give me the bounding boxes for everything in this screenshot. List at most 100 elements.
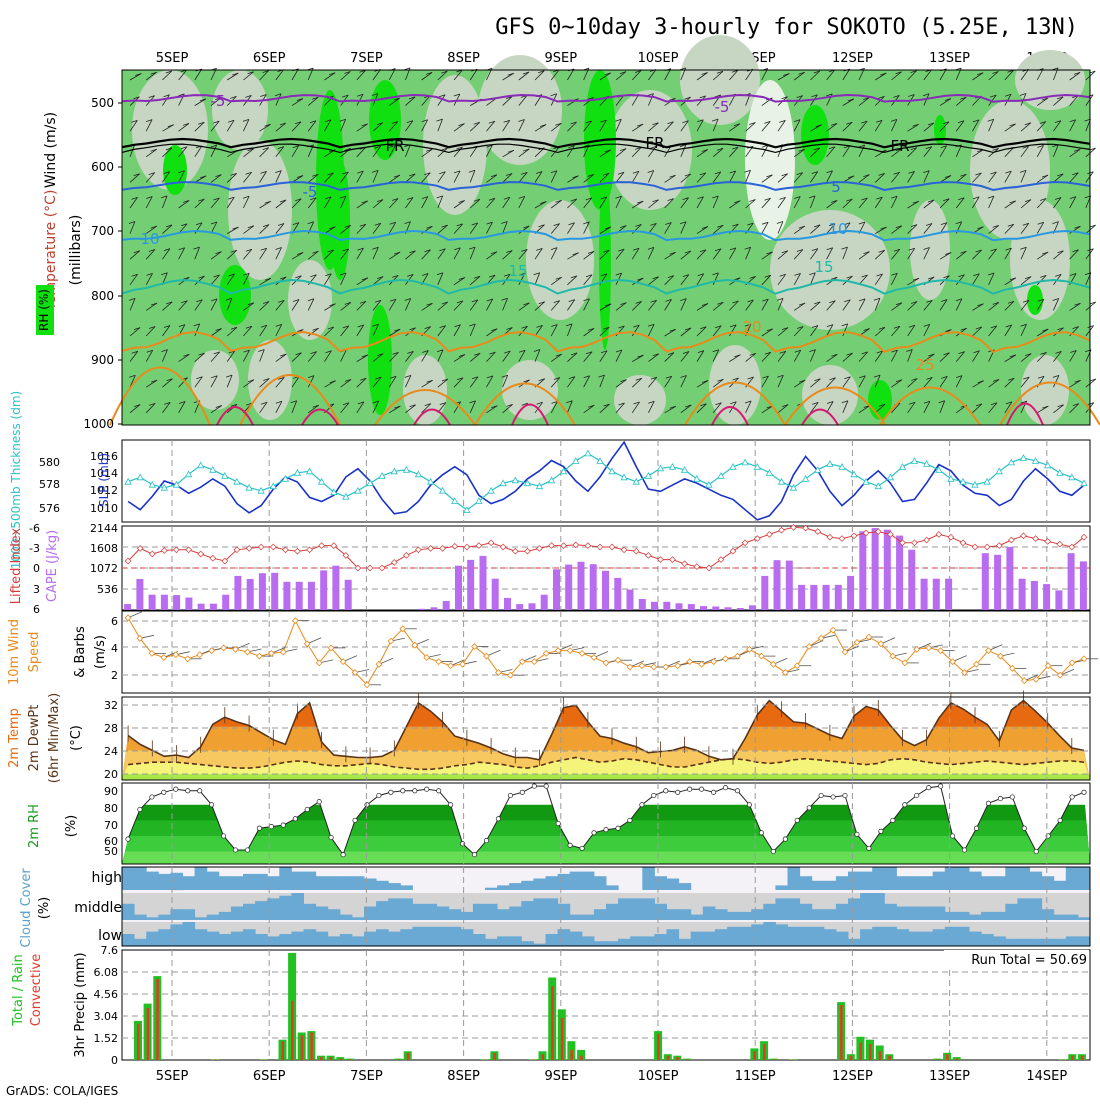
cape-bar [908,550,915,610]
cape-bar [725,607,732,610]
rh2m-point [676,790,680,794]
contour-label: 15 [814,258,833,276]
cloud-cell-low [546,934,559,946]
li-point [960,540,966,546]
li-point [161,548,167,554]
cape-bar [308,582,315,610]
rh2m-ylabel-a: 2m RH [27,804,42,848]
cape-bar [1019,579,1026,610]
cloud-cell-middle [485,904,498,920]
cloud-cell-low [521,941,534,946]
wind10-point [699,661,705,667]
cape-bar [480,556,487,610]
wind10-point [651,664,657,670]
cloud-cell-high [679,883,692,890]
cape-bar [492,579,499,610]
cloud-cell-high [497,885,510,890]
thickness-point [149,482,155,488]
rh2m-point [233,848,237,852]
cloud-cell-low [606,941,619,946]
footer-credit: GrADS: COLA/IGES [6,1084,118,1098]
thickness-point [488,488,494,494]
cloud-cell-low [1042,939,1055,946]
cloud-cell-low [509,936,522,946]
day-label-top: 12SEP [832,51,873,66]
li-point [633,548,639,554]
cloud-cell-low [473,934,486,946]
cloud-cell-middle [533,898,546,920]
cloud-ylabel-b: (%) [37,897,52,920]
li-point [658,557,664,563]
rh2m-point [723,786,727,790]
li-point [767,532,773,538]
cape-tick: 2144 [90,522,118,535]
cloud-cell-high [291,872,304,890]
cape-bar [1031,581,1038,610]
rh2m-point [1022,826,1026,830]
cloud-cell-low [582,936,595,946]
thickness-point [1021,455,1027,461]
li-point [609,544,615,550]
thickness-point [222,473,228,479]
cape-tick: 1608 [90,542,118,555]
cloud-cell-high [1066,867,1079,890]
cloud-cell-low [146,932,159,946]
cloud-cell-low [1030,939,1043,946]
cloud-cell-middle [521,901,534,920]
day-label-bottom: 8SEP [447,1069,480,1084]
slp-panel-frame [122,440,1090,522]
cape-bar [614,578,621,610]
rh2m-point [938,784,942,788]
thickness-tick: 578 [39,478,60,491]
cloud-cell-high [896,876,909,890]
cloud-cell-high [654,876,667,890]
li-tick: 0 [33,562,40,575]
day-label-top: 5SEP [156,51,189,66]
day-label-top: 10SEP [638,51,679,66]
rh2m-point [389,790,393,794]
precip-convective-bar [301,1035,304,1060]
rh2m-point [831,795,835,799]
rh2m-point [843,793,847,797]
precip-convective-bar [869,1044,872,1060]
cloud-cell-middle [981,912,994,920]
cloud-cell-middle [848,898,861,920]
cloud-cell-high [533,879,546,891]
li-point [585,543,591,549]
contour-label: FR [890,137,909,155]
wind10-point [830,627,836,633]
cape-ylabel-cape: CAPE (J/kg) [45,530,60,602]
cape-bar [859,531,866,610]
rh2m-point [688,787,692,791]
precip-tick: 7.6 [101,944,119,957]
slp-line [128,442,1084,520]
cloud-cell-low [364,932,377,946]
precip-convective-bar [542,1054,545,1060]
cape-bar [418,609,425,610]
cloud-cell-middle [727,912,740,920]
cloud-cell-low [255,934,268,946]
rh2m-point [950,834,954,838]
cloud-cell-low [945,927,958,946]
precip-convective-bar [137,1024,140,1060]
cape-bar [639,599,646,610]
cloud-cell-middle [340,915,353,920]
rh2m-point [640,803,644,807]
wind10-tick: 2 [111,669,118,682]
cloud-cell-middle [134,915,147,920]
contour-label: 25 [915,356,934,374]
cloud-cell-low [304,929,317,946]
chart-title: GFS 0~10day 3-hourly for SOKOTO (5.25E, … [495,15,1078,40]
cloud-cell-low [158,929,171,946]
cloud-cell-low [824,929,837,946]
cloud-cell-low [134,939,147,946]
rh2m-point [257,826,261,830]
day-label-bottom: 11SEP [735,1069,776,1084]
cape-bar [345,580,352,610]
li-tick: 3 [33,583,40,596]
cloud-cell-middle [969,915,982,920]
wind10-tick: 4 [111,642,118,655]
rh2m-point [544,784,548,788]
cloud-cell-middle [667,909,680,920]
